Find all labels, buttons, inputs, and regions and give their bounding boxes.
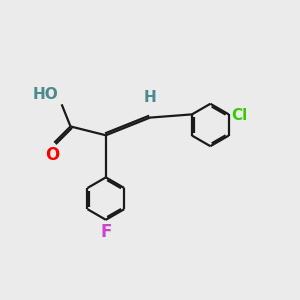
Text: H: H: [144, 90, 156, 105]
Text: HO: HO: [33, 87, 59, 102]
Text: F: F: [100, 223, 112, 241]
Text: O: O: [45, 146, 59, 164]
Text: Cl: Cl: [231, 108, 247, 123]
